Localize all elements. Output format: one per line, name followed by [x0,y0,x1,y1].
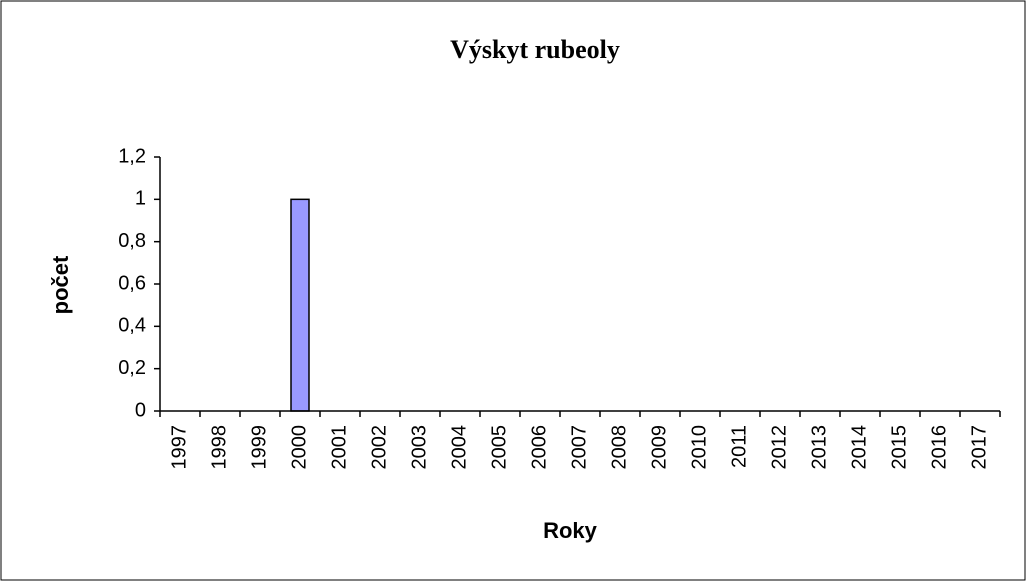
x-tick-label: 2016 [928,425,950,470]
x-tick-label: 2005 [488,425,510,470]
x-tick-label: 2011 [728,425,750,468]
y-tick-label: 0,4 [118,315,146,337]
chart-title: Výskyt rubeoly [450,35,620,64]
y-tick-label: 0,8 [118,230,146,252]
x-tick-label: 2003 [408,425,430,470]
x-tick-label: 2008 [608,425,630,470]
y-tick-label: 1,2 [118,145,146,167]
x-tick-label: 1999 [248,425,270,470]
x-tick-label: 1997 [168,425,190,470]
x-tick-label: 2009 [648,425,670,470]
y-tick-label: 0,6 [118,272,146,294]
y-tick-label: 0,2 [118,357,146,379]
x-axis-title: Roky [543,518,598,543]
y-tick-label: 1 [135,188,146,210]
x-tick-label: 2010 [688,425,710,470]
y-axis-title: počet [48,255,73,314]
x-tick-label: 2006 [528,425,550,470]
x-tick-label: 2012 [768,425,790,470]
x-tick-label: 2007 [568,425,590,470]
x-tick-label: 1998 [208,425,230,470]
x-tick-label: 2013 [808,425,830,470]
x-tick-label: 2014 [848,425,870,470]
x-tick-label: 2004 [448,425,470,470]
x-tick-label: 2002 [368,425,390,470]
y-tick-label: 0 [135,399,146,421]
x-tick-label: 2001 [328,425,350,470]
x-tick-label: 2015 [888,425,910,470]
bar [290,198,310,412]
x-tick-label: 2017 [968,425,990,470]
x-tick-label: 2000 [288,425,310,470]
